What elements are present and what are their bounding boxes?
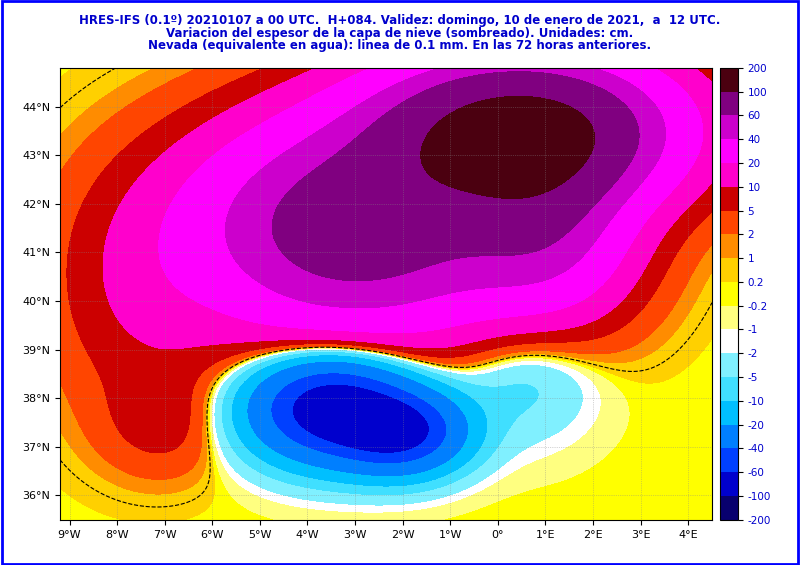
Text: Variacion del espesor de la capa de nieve (sombreado). Unidades: cm.: Variacion del espesor de la capa de niev… bbox=[166, 27, 634, 40]
Text: Nevada (equivalente en agua): linea de 0.1 mm. En las 72 horas anteriores.: Nevada (equivalente en agua): linea de 0… bbox=[149, 39, 651, 52]
Text: HRES-IFS (0.1º) 20210107 a 00 UTC.  H+084. Validez: domingo, 10 de enero de 2021: HRES-IFS (0.1º) 20210107 a 00 UTC. H+084… bbox=[79, 14, 721, 27]
